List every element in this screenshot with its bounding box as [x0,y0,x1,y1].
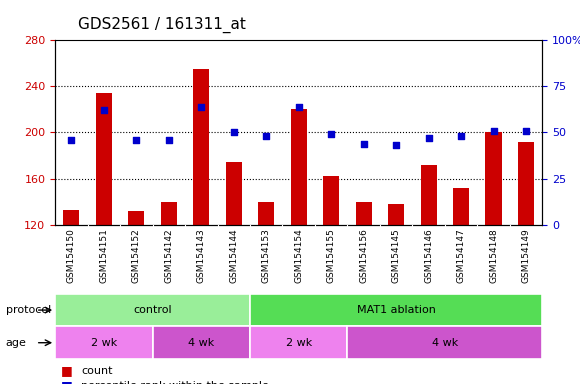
Bar [323,176,339,225]
Text: GSM154149: GSM154149 [521,228,531,283]
Text: GSM154144: GSM154144 [229,228,238,283]
Bar [250,326,347,359]
Text: control: control [133,305,172,315]
Point [99,107,108,113]
Text: 4 wk: 4 wk [432,338,458,348]
Bar [420,165,437,225]
Bar [153,326,250,359]
Text: count: count [81,366,113,376]
Text: age: age [6,338,27,348]
Point [521,127,531,134]
Point [229,129,238,136]
Point [132,137,141,143]
Text: GSM154153: GSM154153 [262,228,271,283]
Point [262,133,271,139]
Bar [518,142,534,225]
Point [327,131,336,137]
Text: GSM154156: GSM154156 [359,228,368,283]
Text: GSM154154: GSM154154 [294,228,303,283]
Text: GSM154150: GSM154150 [67,228,76,283]
Text: MAT1 ablation: MAT1 ablation [357,305,436,315]
Text: ■: ■ [61,379,72,384]
Point [164,137,173,143]
Bar [161,202,177,225]
Point [294,104,303,110]
Text: GSM154142: GSM154142 [164,228,173,283]
Text: GSM154152: GSM154152 [132,228,141,283]
Text: percentile rank within the sample: percentile rank within the sample [81,381,269,384]
Text: 2 wk: 2 wk [285,338,312,348]
Bar [128,211,144,225]
Point [392,142,401,149]
Text: GSM154146: GSM154146 [424,228,433,283]
Text: GSM154148: GSM154148 [489,228,498,283]
Text: ■: ■ [61,364,72,377]
Bar [250,294,542,326]
Text: protocol: protocol [6,305,51,315]
Bar [55,326,153,359]
Text: GSM154147: GSM154147 [456,228,466,283]
Text: GSM154145: GSM154145 [392,228,401,283]
Text: 2 wk: 2 wk [90,338,117,348]
Text: 4 wk: 4 wk [188,338,215,348]
Point [424,135,433,141]
Bar [193,69,209,225]
Bar [388,204,404,225]
Bar [258,202,274,225]
Bar [96,93,112,225]
Point [456,133,466,139]
Bar [347,326,542,359]
Bar [226,162,242,225]
Point [197,104,206,110]
Text: GSM154143: GSM154143 [197,228,206,283]
Bar [453,188,469,225]
Bar [63,210,79,225]
Bar [356,202,372,225]
Bar [55,294,250,326]
Point [67,137,76,143]
Text: GSM154155: GSM154155 [327,228,336,283]
Bar [485,132,502,225]
Text: GDS2561 / 161311_at: GDS2561 / 161311_at [78,17,246,33]
Bar [291,109,307,225]
Point [489,127,498,134]
Text: GSM154151: GSM154151 [99,228,108,283]
Point [359,141,368,147]
